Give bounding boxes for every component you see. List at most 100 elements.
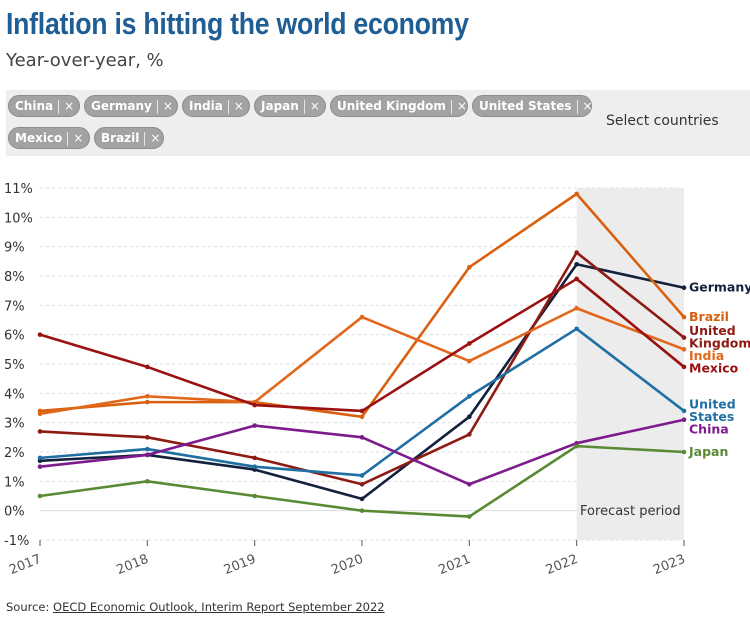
y-tick-label: 6%: [4, 329, 25, 344]
source-link[interactable]: OECD Economic Outlook, Interim Report Se…: [53, 600, 385, 614]
remove-icon[interactable]: ×: [162, 99, 173, 113]
y-tick-label: -1%: [4, 534, 29, 549]
series-lines: [37, 191, 687, 519]
data-point[interactable]: [252, 402, 257, 408]
series-label-united-kingdom: United Kingdom: [689, 323, 750, 351]
data-point[interactable]: [359, 435, 365, 440]
chip-label: Germany: [91, 99, 152, 113]
data-point[interactable]: [359, 314, 365, 320]
data-point[interactable]: [574, 326, 579, 332]
remove-icon[interactable]: ×: [233, 99, 244, 113]
chip-label: Mexico: [15, 131, 63, 145]
data-point[interactable]: [37, 464, 43, 469]
data-point[interactable]: [681, 335, 687, 340]
source-note: Source: OECD Economic Outlook, Interim R…: [6, 600, 385, 614]
x-tick-label: 2021: [437, 552, 473, 578]
x-tick-label: 2023: [651, 552, 687, 578]
y-tick-label: 7%: [4, 299, 25, 314]
data-point[interactable]: [37, 411, 43, 417]
data-point[interactable]: [574, 443, 579, 449]
data-point[interactable]: [37, 429, 43, 434]
y-tick-label: 11%: [4, 182, 33, 197]
data-point[interactable]: [681, 314, 687, 320]
data-point[interactable]: [37, 332, 43, 337]
country-selector[interactable]: China × Germany × India × Japan × United Kin…: [6, 90, 750, 156]
chip-label: Japan: [261, 99, 299, 113]
chip-china[interactable]: China ×: [8, 95, 80, 117]
series-label-united-states: United States: [689, 396, 736, 424]
data-point[interactable]: [359, 508, 365, 513]
chip-japan[interactable]: Japan ×: [254, 95, 326, 117]
data-point[interactable]: [681, 408, 687, 414]
page-title: Inflation is hitting the world economy: [6, 6, 469, 41]
data-point[interactable]: [145, 435, 150, 440]
series-label-mexico: Mexico: [689, 361, 739, 376]
x-tick-label: 2022: [544, 552, 580, 578]
chip-mexico[interactable]: Mexico ×: [8, 127, 90, 149]
data-point[interactable]: [359, 481, 365, 487]
data-point[interactable]: [359, 414, 365, 420]
data-point[interactable]: [145, 393, 150, 399]
data-point[interactable]: [359, 408, 365, 414]
chip-label: Brazil: [101, 131, 140, 145]
y-tick-label: 10%: [4, 211, 33, 226]
data-point[interactable]: [467, 393, 472, 399]
data-point[interactable]: [467, 432, 472, 437]
data-point[interactable]: [145, 364, 150, 370]
data-point[interactable]: [145, 446, 150, 452]
data-point[interactable]: [252, 493, 257, 499]
data-point[interactable]: [37, 455, 43, 461]
forecast-label: Forecast period: [580, 504, 681, 519]
chip-label: United States: [479, 99, 572, 113]
data-point[interactable]: [467, 481, 472, 487]
x-tick-label: 2020: [329, 552, 365, 578]
chip-brazil[interactable]: Brazil ×: [94, 127, 164, 149]
data-point[interactable]: [359, 496, 365, 502]
data-point[interactable]: [145, 452, 150, 458]
data-point[interactable]: [467, 341, 472, 346]
remove-icon[interactable]: ×: [309, 99, 320, 113]
select-countries-label[interactable]: Select countries: [606, 113, 719, 129]
data-point[interactable]: [681, 364, 687, 370]
forecast-shade: [576, 188, 684, 540]
data-point[interactable]: [574, 191, 579, 197]
data-point[interactable]: [574, 261, 579, 267]
chip-united-kingdom[interactable]: United Kingdom ×: [330, 95, 468, 117]
chip-india[interactable]: India ×: [182, 95, 250, 117]
data-point[interactable]: [681, 347, 687, 352]
data-point[interactable]: [467, 414, 472, 420]
data-point[interactable]: [252, 455, 257, 461]
data-point[interactable]: [681, 417, 687, 423]
series-label-japan: Japan: [688, 444, 728, 459]
series-label-germany: Germany: [689, 279, 750, 294]
data-point[interactable]: [252, 423, 257, 428]
remove-icon[interactable]: ×: [582, 99, 593, 113]
data-point[interactable]: [467, 264, 472, 270]
y-tick-label: 9%: [4, 241, 25, 256]
data-point[interactable]: [252, 464, 257, 469]
page-subtitle: Year-over-year, %: [6, 50, 164, 71]
y-tick-label: 8%: [4, 270, 25, 285]
data-point[interactable]: [467, 514, 472, 519]
data-point[interactable]: [145, 399, 150, 405]
remove-icon[interactable]: ×: [456, 99, 467, 113]
series-label-china: China: [689, 421, 729, 436]
data-point[interactable]: [681, 449, 687, 455]
data-point[interactable]: [574, 250, 579, 255]
remove-icon[interactable]: ×: [64, 99, 75, 113]
data-point[interactable]: [574, 305, 579, 311]
y-tick-label: 3%: [4, 417, 25, 432]
chip-label: India: [189, 99, 223, 113]
remove-icon[interactable]: ×: [150, 131, 161, 145]
remove-icon[interactable]: ×: [73, 131, 84, 145]
data-point[interactable]: [467, 358, 472, 364]
data-point[interactable]: [574, 276, 579, 282]
data-point[interactable]: [681, 285, 687, 291]
data-point[interactable]: [145, 479, 150, 484]
y-tick-label: 0%: [4, 505, 25, 520]
chip-germany[interactable]: Germany ×: [84, 95, 178, 117]
chip-united-states[interactable]: United States ×: [472, 95, 593, 117]
data-point[interactable]: [37, 493, 43, 499]
data-point[interactable]: [359, 473, 365, 478]
